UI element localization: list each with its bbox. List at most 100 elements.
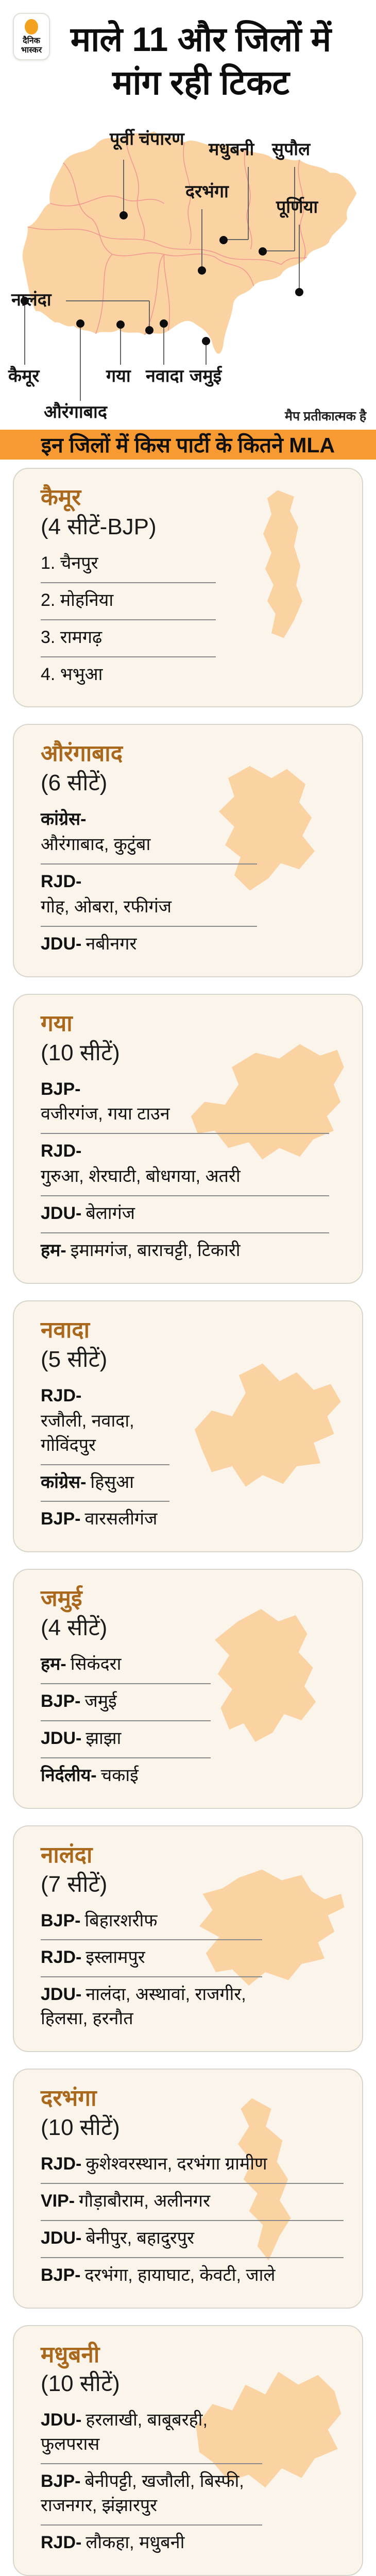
mla-row: निर्दलीय- चकाई	[41, 1757, 211, 1794]
constituency-names: लौकहा, मधुबनी	[86, 2533, 185, 2552]
district-map-shape	[196, 2371, 341, 2487]
map-label-madhubani: मधुबनी	[209, 140, 254, 159]
constituency-names: सिकंदरा	[70, 1654, 122, 1674]
district-map-shape	[263, 490, 302, 638]
map-marker-dot	[295, 288, 303, 296]
mla-row: RJD- रजौली, नवादा, गोविंदपुर	[41, 1379, 169, 1464]
district-name: नवादा	[41, 1317, 90, 1343]
district-card-madhubani: मधुबनी (10 सीटें) JDU- हरलाखी, बाबूबरही, …	[13, 2325, 363, 2576]
mla-row: JDU- नालंदा, अस्थावां, राजगीर, हिलसा, हरन…	[41, 1976, 262, 2038]
mla-row: हम- सिकंदरा	[41, 1647, 211, 1683]
mla-row: BJP- दरभंगा, हायाघाट, केवटी, जाले	[41, 2257, 344, 2294]
district-card-darbhanga: दरभंगा (10 सीटें) RJD- कुशेश्वरस्थान, दरभ…	[13, 2069, 363, 2309]
mla-row: BJP- बिहारशरीफ	[41, 1904, 262, 1940]
map-label-kaimur: कैमूर	[8, 366, 40, 386]
district-card-jamui: जमुई (4 सीटें) हम- सिकंदरा BJP- जमुई JDU- झ…	[13, 1569, 363, 1809]
party-label: JDU-	[41, 1985, 82, 2005]
district-name: मधुबनी	[41, 2342, 100, 2367]
constituency-names: गोह, ओबरा, रफीगंज	[41, 896, 172, 917]
map-label-darbhanga: दरभंगा	[185, 182, 229, 201]
constituency-names: बेनीपट्टी, खजौली, बिस्फी, राजनगर, झंझारप…	[41, 2471, 244, 2516]
map-marker-dot	[119, 211, 128, 219]
map-label-nalanda: नालंदा	[11, 290, 52, 310]
map-marker-dot	[145, 326, 153, 334]
district-map-shape	[219, 766, 315, 891]
map-label-purvi-champaran: पूर्वी चंपारण	[110, 129, 184, 149]
mla-row: JDU- नबीनगर	[41, 925, 257, 963]
mla-row: 3. रामगढ़	[41, 619, 216, 656]
map-marker-dot	[160, 319, 168, 328]
constituency-names: इमामगंज, बाराचट्टी, टिकारी	[70, 1241, 241, 1261]
district-borders	[27, 136, 307, 335]
logo-text-line2: भास्कर	[21, 46, 42, 55]
party-label: JDU-	[41, 2410, 82, 2430]
map-marker-dot	[219, 236, 228, 244]
map-label-jamui: जमुई	[190, 366, 222, 386]
district-map-shape	[199, 1869, 345, 1986]
district-card-kaimur: कैमूर (4 सीटें-BJP) 1. चैनपुर 2. मोहनिया…	[13, 468, 363, 708]
constituency-names: गुरुआ, शेरघाटी, बोधगया, अतरी	[41, 1166, 241, 1187]
constituency-names: कुशेश्वरस्थान, दरभंगा ग्रामीण	[86, 2154, 267, 2174]
map-marker-dot	[76, 319, 84, 328]
constituency-names: बिहारशरीफ	[84, 1910, 158, 1930]
party-label: हम-	[41, 1241, 66, 1261]
party-label: BJP-	[41, 2471, 81, 2492]
constituency-names: 2. मोहनिया	[41, 590, 114, 610]
mla-row: JDU- बेलागंज	[41, 1195, 329, 1232]
district-seats: (4 सीटें-BJP)	[41, 514, 157, 539]
mla-row: JDU- हरलाखी, बाबूबरही, फुलपरास	[41, 2403, 262, 2463]
party-label: निर्दलीय-	[41, 1765, 97, 1785]
district-seats: (6 सीटें)	[41, 770, 108, 796]
section-banner-text: इन जिलों में किस पार्टी के कितने MLA	[41, 433, 335, 457]
district-map-shape	[191, 1044, 344, 1160]
constituency-names: झाझा	[86, 1728, 122, 1748]
mla-row: हम- इमामगंज, बाराचट्टी, टिकारी	[41, 1232, 329, 1269]
constituency-names: गौड़ाबौराम, अलीनगर	[79, 2191, 210, 2211]
district-cards: कैमूर (4 सीटें-BJP) 1. चैनपुर 2. मोहनिया…	[0, 460, 376, 2576]
map-label-gaya: गया	[106, 366, 131, 386]
page-title-line1: माले 11 और जिलों में	[70, 20, 332, 58]
map-label-aurangabad: औरंगाबाद	[44, 402, 107, 422]
party-label: RJD-	[41, 1141, 82, 1161]
mla-row: RJD- गुरुआ, शेरघाटी, बोधगया, अतरी	[41, 1133, 329, 1195]
page-title: माले 11 और जिलों में मांग रही टिकट	[57, 18, 345, 105]
map-marker-dot	[116, 320, 125, 329]
district-seats: (10 सीटें)	[41, 2114, 120, 2140]
constituency-names: दरभंगा, हायाघाट, केवटी, जाले	[84, 2265, 276, 2285]
map-marker-dot	[259, 247, 267, 256]
mla-row: RJD- इस्लामपुर	[41, 1939, 262, 1976]
constituency-names: वारसलीगंज	[84, 1509, 158, 1529]
party-label: JDU-	[41, 1728, 82, 1748]
mla-row: JDU- बेनीपुर, बहादुरपुर	[41, 2219, 344, 2257]
party-label: RJD-	[41, 1385, 82, 1405]
mla-row: कांग्रेस- हिसुआ	[41, 1464, 169, 1501]
bihar-outline	[22, 131, 357, 354]
district-name: कैमूर	[41, 485, 81, 510]
constituency-names: हिसुआ	[90, 1472, 134, 1492]
district-name: जमुई	[41, 1586, 82, 1612]
constituency-names: जमुई	[84, 1691, 117, 1711]
party-label: हम-	[41, 1654, 66, 1674]
mla-row: JDU- झाझा	[41, 1720, 211, 1757]
mla-row: RJD- कुशेश्वरस्थान, दरभंगा ग्रामीण	[41, 2147, 344, 2183]
district-seats: (10 सीटें)	[41, 1040, 120, 1065]
logo-text-line1: दैनिक	[23, 37, 40, 45]
party-label: RJD-	[41, 872, 82, 892]
mla-row: VIP- गौड़ाबौराम, अलीनगर	[41, 2182, 344, 2220]
district-seats: (10 सीटें)	[41, 2371, 120, 2397]
party-label: RJD-	[41, 2533, 82, 2552]
connector-lines	[24, 160, 300, 401]
party-label: कांग्रेस-	[41, 1472, 87, 1492]
mla-row: BJP- जमुई	[41, 1683, 211, 1720]
map-marker-dot	[198, 266, 206, 275]
district-marker-dots	[21, 211, 303, 345]
map-symbolic-note: मैप प्रतीकात्मक है	[285, 409, 367, 423]
constituency-names: 4. भभुआ	[41, 664, 103, 684]
map-connectors	[21, 160, 303, 401]
mla-row: BJP- वारसलीगंज	[41, 1501, 169, 1538]
constituency-names: वजीरगंज, गया टाउन	[41, 1104, 170, 1124]
bihar-map	[22, 131, 357, 354]
constituency-names: हरलाखी, बाबूबरही, फुलपरास	[41, 2410, 208, 2454]
party-label: BJP-	[41, 1910, 81, 1930]
page-title-line2: मांग रही टिकट	[112, 63, 289, 102]
